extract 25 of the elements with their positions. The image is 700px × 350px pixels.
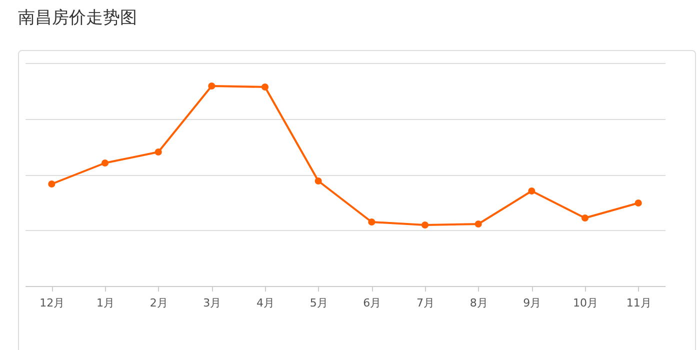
point [634,199,642,207]
x-tick-label: 2月 [150,296,168,310]
x-tick-label: 4月 [256,296,274,310]
x-tick-label: 11月 [626,296,652,310]
x-tick-label: 12月 [40,296,65,310]
point [421,221,429,229]
chart-title: 南昌房价走势图 [18,7,137,29]
point [101,159,109,167]
x-tick-label: 10月 [573,296,598,310]
x-tick-label: 5月 [310,296,328,310]
point [48,180,56,188]
point [154,148,162,156]
point [261,83,269,91]
point [581,214,589,222]
x-tick-label: 9月 [523,296,542,310]
point [474,220,482,228]
point [314,177,322,185]
x-tick-label: 8月 [470,296,488,310]
x-tick-label: 1月 [96,296,114,310]
point [528,187,536,195]
x-tick-label: 3月 [203,296,222,310]
point [208,82,216,90]
x-tick-label: 6月 [363,296,382,310]
x-tick-label: 7月 [416,296,434,310]
point [368,218,376,226]
